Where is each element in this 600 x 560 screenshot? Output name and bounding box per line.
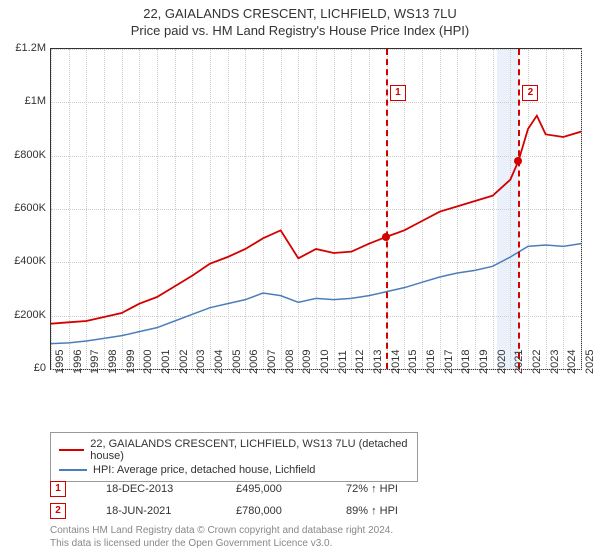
x-axis-label: 2019 — [478, 350, 490, 374]
x-axis-label: 1996 — [72, 350, 84, 374]
sale-date: 18-DEC-2013 — [106, 483, 196, 495]
legend-item: 22, GAIALANDS CRESCENT, LICHFIELD, WS13 … — [59, 437, 409, 463]
x-axis-label: 2025 — [584, 350, 596, 374]
x-axis-label: 2011 — [337, 350, 349, 374]
x-axis-label: 2024 — [566, 350, 578, 374]
x-axis-label: 2005 — [231, 350, 243, 374]
x-axis-label: 1999 — [125, 350, 137, 374]
series-line-hpi — [51, 244, 581, 344]
sale-date: 18-JUN-2021 — [106, 505, 196, 517]
sale-number-box: 2 — [50, 503, 66, 519]
x-axis-label: 2015 — [407, 350, 419, 374]
sale-row: 1 18-DEC-2013 £495,000 72% ↑ HPI — [50, 478, 436, 500]
y-axis-label: £0 — [34, 362, 46, 374]
y-axis-label: £800K — [14, 149, 46, 161]
x-axis-label: 2010 — [319, 350, 331, 374]
sales-table: 1 18-DEC-2013 £495,000 72% ↑ HPI 2 18-JUN-202… — [50, 478, 436, 522]
legend-item: HPI: Average price, detached house, Lich… — [59, 463, 409, 477]
footer-attribution: Contains HM Land Registry data © Crown c… — [50, 524, 393, 550]
x-axis-label: 2012 — [354, 350, 366, 374]
x-axis-label: 2008 — [284, 350, 296, 374]
y-axis-label: £1.2M — [15, 42, 46, 54]
series-line-property — [51, 116, 581, 324]
x-axis-label: 2020 — [496, 350, 508, 374]
chart-container: 22, GAIALANDS CRESCENT, LICHFIELD, WS13 … — [0, 0, 600, 560]
gridline — [581, 49, 582, 369]
sale-number-box: 1 — [50, 481, 66, 497]
x-axis-label: 2009 — [301, 350, 313, 374]
x-axis-label: 2023 — [549, 350, 561, 374]
plot-region: 12 — [50, 48, 582, 370]
sale-marker-line — [518, 49, 520, 369]
y-axis-label: £1M — [25, 95, 46, 107]
sale-marker-dot — [514, 157, 522, 165]
legend-swatch — [59, 469, 87, 471]
x-axis-label: 2003 — [195, 350, 207, 374]
x-axis-label: 2006 — [248, 350, 260, 374]
y-axis-label: £600K — [14, 202, 46, 214]
sale-marker-label: 1 — [390, 85, 406, 101]
sale-marker-label: 2 — [522, 85, 538, 101]
chart-title: 22, GAIALANDS CRESCENT, LICHFIELD, WS13 … — [0, 0, 600, 21]
legend-label: HPI: Average price, detached house, Lich… — [93, 464, 315, 476]
legend: 22, GAIALANDS CRESCENT, LICHFIELD, WS13 … — [50, 432, 418, 482]
x-axis-label: 2017 — [443, 350, 455, 374]
x-axis-label: 2002 — [178, 350, 190, 374]
x-axis-label: 2016 — [425, 350, 437, 374]
sale-pct: 72% ↑ HPI — [346, 483, 436, 495]
x-axis-label: 2018 — [460, 350, 472, 374]
y-axis-label: £200K — [14, 309, 46, 321]
x-axis-label: 2007 — [266, 350, 278, 374]
x-axis-label: 2001 — [160, 350, 172, 374]
x-axis-label: 1998 — [107, 350, 119, 374]
x-axis-label: 2004 — [213, 350, 225, 374]
sale-price: £780,000 — [236, 505, 306, 517]
sale-marker-line — [386, 49, 388, 369]
sale-row: 2 18-JUN-2021 £780,000 89% ↑ HPI — [50, 500, 436, 522]
y-axis-label: £400K — [14, 255, 46, 267]
legend-label: 22, GAIALANDS CRESCENT, LICHFIELD, WS13 … — [90, 438, 409, 462]
chart-subtitle: Price paid vs. HM Land Registry's House … — [0, 21, 600, 38]
x-axis-label: 2022 — [531, 350, 543, 374]
footer-line: Contains HM Land Registry data © Crown c… — [50, 524, 393, 537]
sale-price: £495,000 — [236, 483, 306, 495]
x-axis-label: 2000 — [142, 350, 154, 374]
x-axis-label: 1997 — [89, 350, 101, 374]
x-axis-label: 2013 — [372, 350, 384, 374]
sale-pct: 89% ↑ HPI — [346, 505, 436, 517]
legend-swatch — [59, 449, 84, 451]
footer-line: This data is licensed under the Open Gov… — [50, 537, 393, 550]
x-axis-label: 2021 — [513, 350, 525, 374]
sale-marker-dot — [382, 233, 390, 241]
line-layer — [51, 49, 581, 369]
chart-area: 12 £0£200K£400K£600K£800K£1M£1.2M1995199… — [50, 48, 580, 398]
x-axis-label: 1995 — [54, 350, 66, 374]
x-axis-label: 2014 — [390, 350, 402, 374]
